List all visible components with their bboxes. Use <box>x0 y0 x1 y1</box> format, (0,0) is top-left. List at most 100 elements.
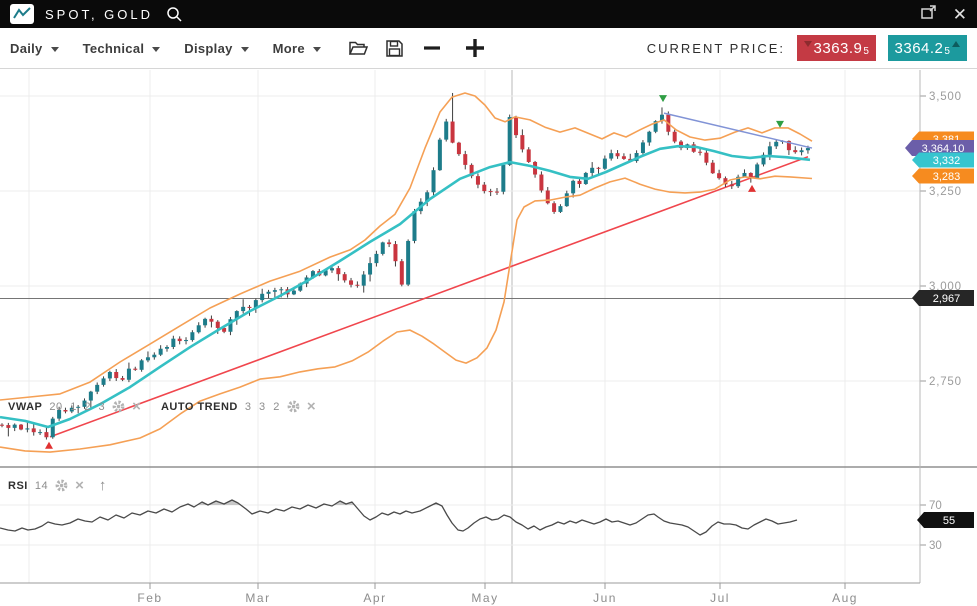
candle-body <box>615 153 620 157</box>
candle-body <box>0 424 4 426</box>
vwap-indicator-label: VWAP <box>8 400 43 413</box>
more-menu-label: More <box>272 40 305 56</box>
buy-signal-marker <box>748 184 756 192</box>
candle-body <box>107 371 112 379</box>
more-menu[interactable]: More <box>273 41 321 56</box>
candle-body <box>329 268 334 271</box>
rsi-axis-label: 30 <box>929 540 942 552</box>
candle-body <box>431 170 436 193</box>
candle-body <box>323 270 328 276</box>
price-tag-label: 3,283 <box>933 171 961 183</box>
titlebar: SPOT, GOLD ✕ <box>0 0 977 28</box>
rsi-move-up-icon[interactable]: ↑ <box>98 477 107 494</box>
candle-body <box>640 142 645 153</box>
candle-body <box>114 371 119 379</box>
candle-body <box>761 154 766 165</box>
price-axis-label: 3,250 <box>929 186 962 198</box>
candle-body <box>88 391 93 401</box>
candle-body <box>57 409 62 419</box>
bollinger-lower-band <box>0 175 813 453</box>
candle-body <box>253 300 258 308</box>
time-axis-label: Aug <box>832 591 858 605</box>
timeframe-menu-label: Daily <box>10 40 43 56</box>
candle-body <box>76 406 81 408</box>
candle-body <box>590 167 595 173</box>
candle-body <box>12 424 17 428</box>
vwap-remove-icon[interactable]: × <box>132 397 141 415</box>
display-menu[interactable]: Display <box>184 41 249 56</box>
autotrend-remove-icon[interactable]: × <box>306 397 316 415</box>
bid-price-badge[interactable]: 3363.9 5 <box>797 35 876 61</box>
candle-body <box>564 193 569 207</box>
zoom-out-button[interactable] <box>423 39 441 57</box>
symbol-title: SPOT, GOLD <box>45 6 154 22</box>
candle-body <box>171 338 176 347</box>
price-down-arrow-icon <box>803 41 812 47</box>
price-tag-label: 55 <box>943 515 955 527</box>
candle-body <box>393 244 398 262</box>
chevron-down-icon <box>240 46 249 52</box>
candle-body <box>19 424 24 430</box>
candle-body <box>672 131 677 142</box>
ask-price-value: 3364.2 <box>894 39 944 57</box>
candle-body <box>184 340 189 342</box>
candle-body <box>514 117 519 136</box>
candle-body <box>545 190 550 204</box>
candle-body <box>158 348 163 355</box>
candle-body <box>349 280 354 285</box>
popout-button[interactable] <box>921 4 937 24</box>
vwap-settings-gear-icon[interactable] <box>112 400 125 413</box>
vwap-indicator-params: 20 1 2 3 <box>49 400 106 413</box>
candle-body <box>298 283 303 291</box>
search-icon[interactable] <box>166 6 183 23</box>
candle-body <box>425 192 430 202</box>
sell-signal-marker <box>659 95 667 103</box>
toolbar: Daily Technical Display More <box>0 28 977 69</box>
candle-body <box>571 180 576 194</box>
zoom-in-button[interactable] <box>465 38 485 58</box>
technical-menu[interactable]: Technical <box>83 41 161 56</box>
close-button[interactable]: ✕ <box>952 4 967 24</box>
auto-trend-resistance-line <box>663 112 813 149</box>
candle-body <box>101 378 106 385</box>
ask-price-badge[interactable]: 3364.2 5 <box>888 35 967 61</box>
candle-body <box>805 148 810 151</box>
price-tag <box>912 168 974 184</box>
candle-body <box>698 151 703 153</box>
price-tag-label: 2,967 <box>933 293 961 305</box>
candle-body <box>653 121 658 132</box>
chevron-down-icon <box>50 46 59 52</box>
candle-body <box>196 325 201 333</box>
save-icon[interactable] <box>386 39 403 57</box>
candle-body <box>679 141 684 149</box>
price-tag-label: 3,364.10 <box>922 143 965 155</box>
autotrend-settings-gear-icon[interactable] <box>287 400 300 413</box>
rsi-settings-gear-icon[interactable] <box>55 479 68 492</box>
candle-body <box>368 263 373 275</box>
candle-body <box>456 142 461 155</box>
candle-body <box>704 152 709 163</box>
rsi-remove-icon[interactable]: × <box>75 476 84 494</box>
candle-body <box>203 318 208 326</box>
candle-body <box>729 184 734 187</box>
candle-body <box>437 139 442 171</box>
technical-menu-label: Technical <box>82 40 145 56</box>
candle-body <box>380 242 385 254</box>
price-axis-label: 2,750 <box>929 376 962 388</box>
candle-body <box>310 271 315 278</box>
time-axis-label: Jul <box>710 591 730 605</box>
sell-signal-marker <box>776 120 784 128</box>
candle-body <box>126 368 131 380</box>
candle-body <box>120 378 125 380</box>
timeframe-menu[interactable]: Daily <box>10 41 59 56</box>
candle-body <box>526 149 531 162</box>
candle-body <box>82 400 87 407</box>
candle-body <box>621 156 626 159</box>
candle-body <box>399 261 404 285</box>
open-folder-icon[interactable] <box>348 40 368 56</box>
bid-price-value: 3363.9 <box>813 39 863 57</box>
candle-body <box>552 203 557 212</box>
candle-body <box>520 135 525 150</box>
